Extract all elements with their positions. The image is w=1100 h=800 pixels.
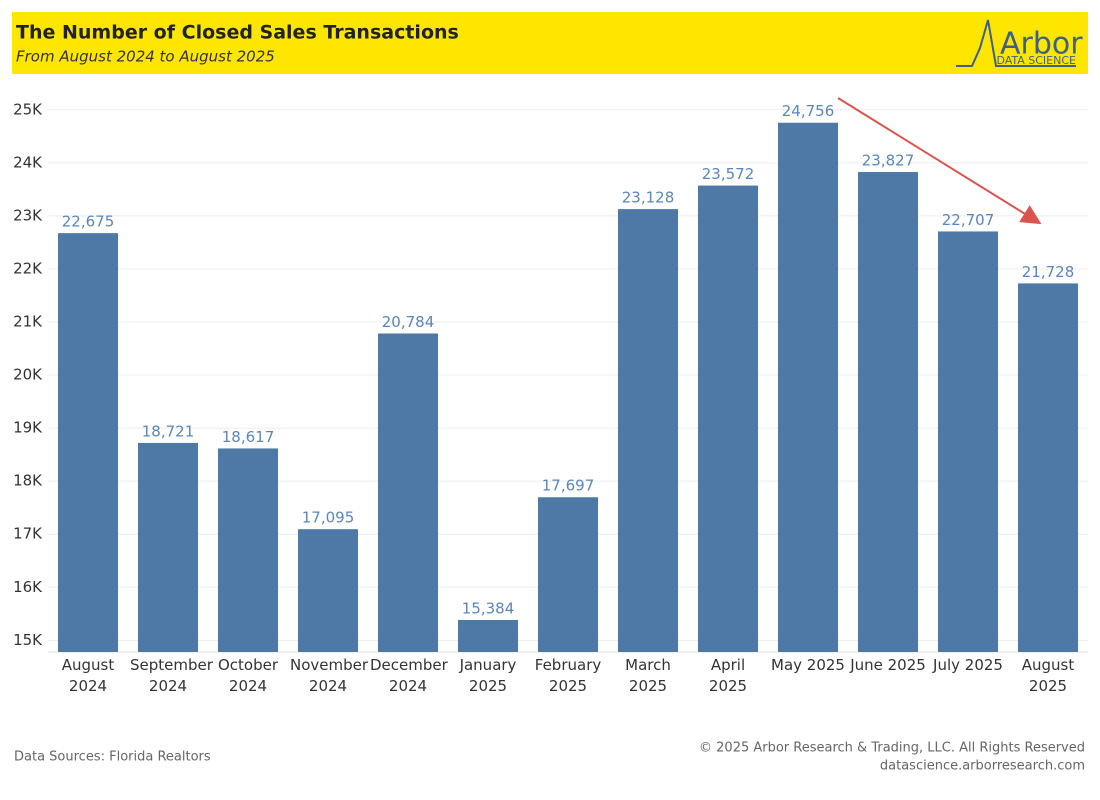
y-tick-label: 25K: [13, 100, 43, 118]
bar: [378, 333, 438, 652]
source-note: Data Sources: Florida Realtors: [14, 750, 211, 765]
data-label: 15,384: [462, 599, 515, 617]
data-label: 23,827: [862, 152, 915, 170]
x-tick-label: December 2024: [370, 656, 448, 695]
website: datascience.arborresearch.com: [880, 759, 1085, 774]
logo-tagline: DATA SCIENCE: [996, 54, 1076, 67]
data-label: 23,572: [702, 165, 755, 183]
x-tick-label: January 2025: [459, 656, 517, 695]
x-tick-label: August 2025: [1021, 656, 1075, 695]
x-tick-label: September 2024: [130, 656, 213, 695]
copyright: © 2025 Arbor Research & Trading, LLC. Al…: [699, 741, 1085, 756]
data-label: 18,617: [222, 428, 275, 446]
x-tick-label: March 2025: [625, 656, 671, 695]
bar: [458, 619, 518, 652]
logo-mark: [956, 19, 1076, 67]
bar: [538, 497, 598, 652]
bar: [858, 172, 918, 652]
bar: [298, 529, 358, 652]
x-tick-label: February 2025: [534, 656, 602, 695]
trend-arrow: [837, 97, 1042, 225]
bar: [58, 233, 118, 652]
y-tick-label: 22K: [13, 259, 43, 277]
y-tick-label: 21K: [13, 313, 43, 331]
bar: [938, 231, 998, 652]
x-tick-label: November 2024: [290, 656, 369, 695]
chart-subtitle: From August 2024 to August 2025: [16, 48, 275, 66]
bar: [618, 209, 678, 652]
y-tick-label: 19K: [13, 419, 43, 437]
y-tick-label: 23K: [13, 206, 43, 224]
bar: [1018, 283, 1078, 652]
plot-area: 15K 16K 17K 18K 19K 20K 21K 22K 23K 24K 25K 22,675 1…: [13, 100, 1088, 653]
y-tick-label: 16K: [13, 578, 43, 596]
bar: [218, 448, 278, 652]
data-label: 18,721: [142, 422, 195, 440]
y-tick-label: 20K: [13, 366, 43, 384]
x-tick-label: June 2025: [850, 656, 926, 674]
bar: [138, 442, 198, 652]
data-label: 22,707: [942, 211, 995, 229]
bar: [778, 122, 838, 652]
y-tick-label: 17K: [13, 525, 43, 543]
x-tick-label: May 2025: [771, 656, 845, 674]
x-tick-label: August 2024: [61, 656, 115, 695]
header-band: [12, 12, 1088, 74]
data-label: 17,095: [302, 509, 355, 527]
x-tick-label: July 2025: [933, 656, 1003, 674]
x-tick-label: April 2025: [708, 656, 748, 695]
data-label: 22,675: [62, 213, 115, 231]
x-tick-label: October 2024: [217, 656, 279, 695]
data-label: 20,784: [382, 313, 435, 331]
data-label: 17,697: [542, 477, 595, 495]
y-tick-label: 18K: [13, 472, 43, 490]
chart-title: The Number of Closed Sales Transactions: [16, 22, 459, 44]
data-label: 21,728: [1022, 263, 1075, 281]
bar: [698, 185, 758, 652]
y-tick-label: 15K: [13, 631, 43, 649]
data-label: 24,756: [782, 102, 835, 120]
y-tick-label: 24K: [13, 153, 43, 171]
data-label: 23,128: [622, 189, 675, 207]
logo-name: Arbor: [1000, 27, 1083, 62]
